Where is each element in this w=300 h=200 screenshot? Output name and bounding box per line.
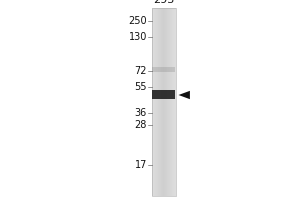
Text: 28: 28 <box>135 120 147 130</box>
Bar <box>157 8 158 196</box>
Bar <box>153 8 154 196</box>
Bar <box>164 8 165 196</box>
Text: 55: 55 <box>134 82 147 92</box>
Bar <box>158 8 159 196</box>
Bar <box>152 90 175 99</box>
Bar <box>152 66 175 72</box>
Bar <box>167 8 168 196</box>
Bar <box>160 8 161 196</box>
Bar <box>168 8 169 196</box>
Bar <box>156 8 157 196</box>
Bar <box>155 8 156 196</box>
Bar <box>165 8 166 196</box>
Bar <box>166 8 167 196</box>
Text: 130: 130 <box>129 32 147 42</box>
Text: 17: 17 <box>135 160 147 170</box>
Bar <box>175 8 176 196</box>
Text: 36: 36 <box>135 108 147 118</box>
Bar <box>171 8 172 196</box>
Bar <box>174 8 175 196</box>
Text: 250: 250 <box>128 16 147 26</box>
Text: 72: 72 <box>134 66 147 76</box>
Bar <box>154 8 155 196</box>
Bar <box>152 8 176 196</box>
Bar <box>161 8 162 196</box>
Bar <box>172 8 173 196</box>
Bar <box>152 8 153 196</box>
Bar <box>169 8 170 196</box>
Text: 293: 293 <box>153 0 174 5</box>
Bar <box>170 8 171 196</box>
Bar <box>162 8 163 196</box>
Polygon shape <box>178 91 190 99</box>
Bar <box>169 8 170 196</box>
Bar <box>154 8 155 196</box>
Bar <box>163 8 164 196</box>
Bar <box>159 8 160 196</box>
Bar <box>173 8 174 196</box>
Bar <box>160 8 161 196</box>
